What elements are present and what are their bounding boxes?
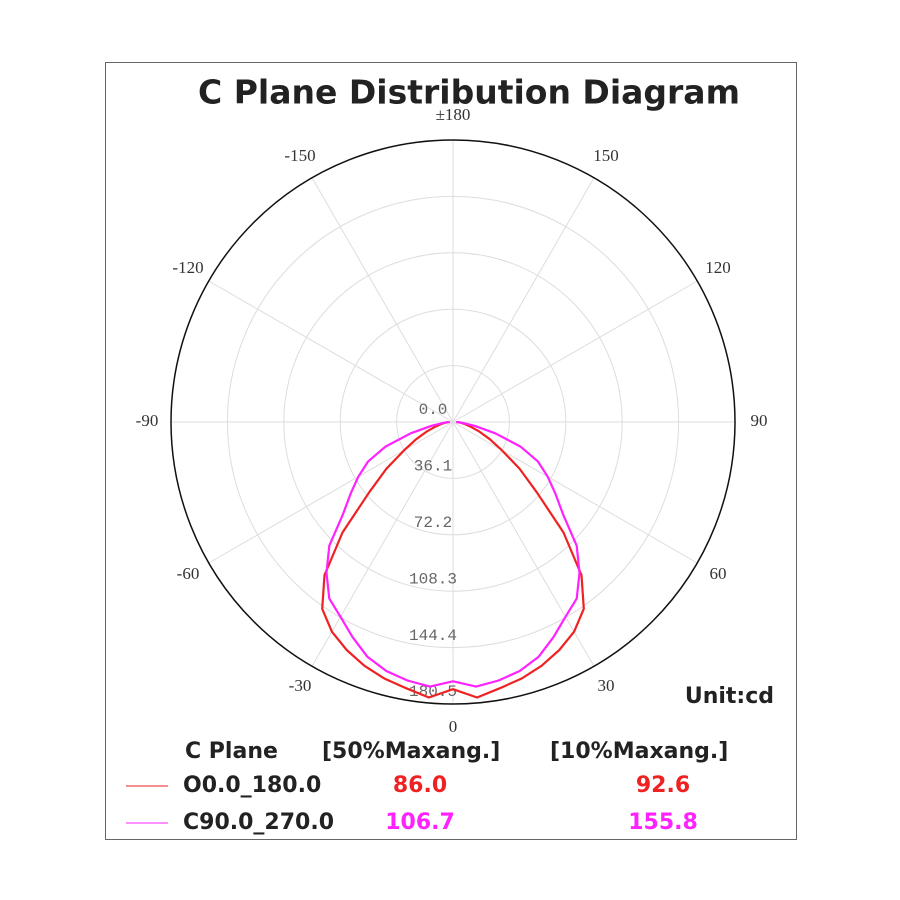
table-header: C Plane bbox=[185, 739, 278, 764]
curve bbox=[321, 420, 585, 699]
beam-angle: 92.6 bbox=[636, 773, 690, 798]
beam-angle: 86.0 bbox=[393, 773, 447, 798]
table-header: [50%Maxang.] bbox=[322, 739, 500, 764]
angle-tick-label: -90 bbox=[136, 411, 159, 430]
grid-spoke bbox=[452, 280, 698, 423]
beam-angle: 106.7 bbox=[385, 810, 455, 835]
r-tick-label: 72.2 bbox=[414, 514, 452, 532]
angle-tick-label: -120 bbox=[172, 258, 203, 277]
angle-tick-label: 0 bbox=[449, 717, 458, 736]
grid-ring bbox=[226, 195, 680, 649]
table-header: [10%Maxang.] bbox=[550, 739, 728, 764]
outer-ring bbox=[170, 139, 736, 705]
angle-tick-label: -30 bbox=[289, 676, 312, 695]
r-tick-label: 108.3 bbox=[409, 570, 457, 588]
angle-tick-label: ±180 bbox=[436, 105, 471, 124]
frame bbox=[105, 62, 797, 840]
grid-ring bbox=[339, 308, 567, 536]
r-tick-label: 180.5 bbox=[409, 683, 457, 701]
beam-angle: 155.8 bbox=[628, 810, 698, 835]
legend-label: C90.0_270.0 bbox=[183, 810, 334, 835]
grid-spoke bbox=[311, 421, 454, 667]
angle-tick-label: 120 bbox=[705, 258, 731, 277]
r-tick-label: 144.4 bbox=[409, 627, 457, 645]
angle-tick-label: -150 bbox=[284, 146, 315, 165]
angle-tick-label: 90 bbox=[751, 411, 768, 430]
r-tick-label: 0.0 bbox=[419, 401, 448, 419]
unit-label: Unit:cd bbox=[685, 684, 774, 709]
angle-tick-label: 60 bbox=[710, 564, 727, 583]
grid-ring bbox=[283, 252, 623, 592]
grid-spoke bbox=[208, 421, 454, 564]
grid-ring bbox=[396, 365, 510, 479]
chart-title: C Plane Distribution Diagram bbox=[198, 73, 740, 112]
r-tick-label: 36.1 bbox=[414, 458, 452, 476]
grid-spoke bbox=[452, 177, 595, 423]
angle-tick-label: -60 bbox=[177, 564, 200, 583]
angle-tick-label: 30 bbox=[598, 676, 615, 695]
legend-label: O0.0_180.0 bbox=[183, 773, 321, 798]
grid-spoke bbox=[208, 280, 454, 423]
grid-spoke bbox=[311, 177, 454, 423]
angle-tick-label: 150 bbox=[593, 146, 619, 165]
grid-spoke bbox=[452, 421, 595, 667]
grid-spoke bbox=[452, 421, 698, 564]
curve bbox=[325, 420, 581, 688]
